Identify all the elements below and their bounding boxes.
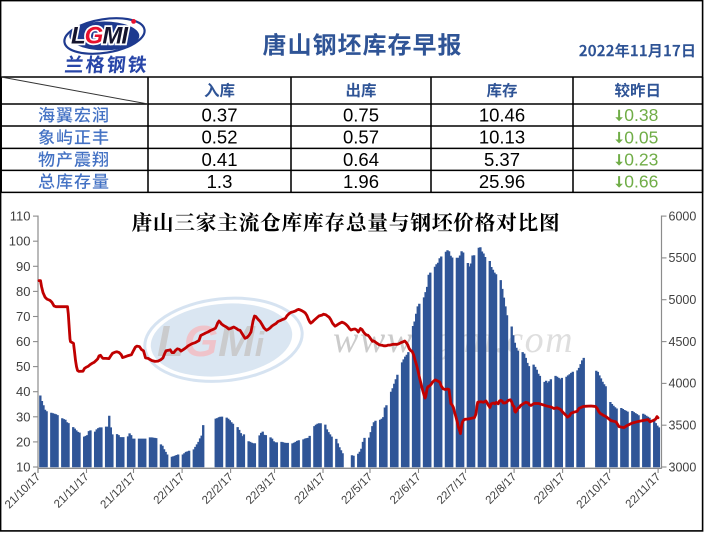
svg-text:90: 90 — [16, 259, 30, 274]
svg-text:LGMI: LGMI — [71, 23, 129, 50]
svg-text:5000: 5000 — [669, 293, 697, 307]
svg-text:0.41: 0.41 — [201, 149, 237, 170]
svg-text:6000: 6000 — [669, 209, 697, 223]
svg-text:80: 80 — [16, 284, 30, 299]
svg-text:3000: 3000 — [669, 460, 697, 474]
svg-text:www.lgmi.com: www.lgmi.com — [333, 319, 574, 361]
svg-text:1.3: 1.3 — [207, 171, 233, 192]
svg-text:0.52: 0.52 — [201, 127, 237, 148]
svg-text:0.38: 0.38 — [624, 105, 658, 125]
svg-text:5500: 5500 — [669, 251, 697, 265]
svg-text:20: 20 — [16, 434, 30, 449]
svg-text:1.96: 1.96 — [343, 171, 379, 192]
svg-text:4000: 4000 — [669, 377, 697, 391]
svg-text:60: 60 — [16, 334, 30, 349]
svg-text:10.46: 10.46 — [479, 105, 525, 126]
svg-text:0.37: 0.37 — [201, 105, 237, 126]
svg-text:0.05: 0.05 — [624, 127, 658, 147]
svg-text:100: 100 — [9, 234, 31, 249]
svg-text:25.96: 25.96 — [479, 171, 525, 192]
svg-text:70: 70 — [16, 309, 30, 324]
svg-text:50: 50 — [16, 359, 30, 374]
svg-text:30: 30 — [16, 409, 30, 424]
svg-text:5.37: 5.37 — [484, 149, 520, 170]
svg-text:LGMI: LGMI — [71, 23, 129, 50]
svg-text:0.66: 0.66 — [624, 172, 658, 192]
svg-text:0.57: 0.57 — [343, 127, 379, 148]
svg-text:3500: 3500 — [669, 419, 697, 433]
svg-text:4500: 4500 — [669, 335, 697, 349]
svg-text:0.64: 0.64 — [343, 149, 379, 170]
svg-text:LGMi: LGMi — [157, 317, 266, 366]
svg-text:0.75: 0.75 — [343, 105, 379, 126]
svg-text:110: 110 — [10, 209, 31, 224]
svg-text:10.13: 10.13 — [479, 127, 525, 148]
svg-text:10: 10 — [16, 460, 30, 475]
svg-text:0.23: 0.23 — [624, 150, 658, 170]
svg-text:40: 40 — [16, 384, 30, 399]
